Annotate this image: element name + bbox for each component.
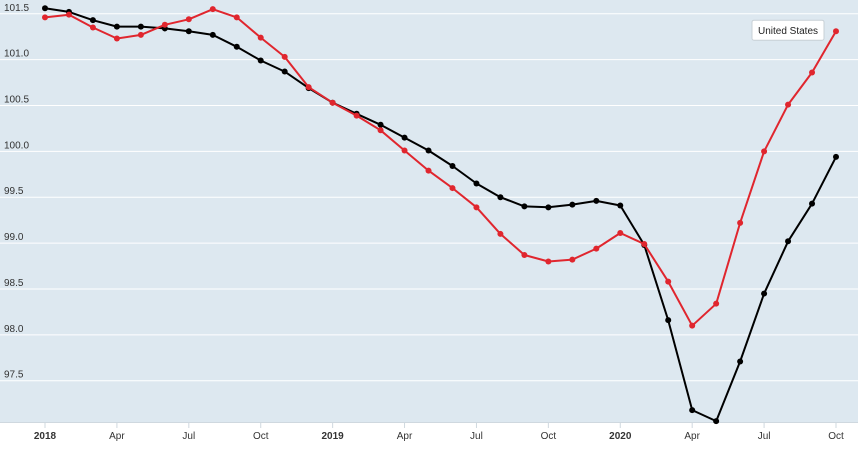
x-tick-label: 2020 (609, 431, 632, 442)
data-point[interactable] (545, 258, 552, 265)
plot-background (0, 0, 858, 422)
y-tick-label: 100.5 (4, 95, 29, 106)
data-point[interactable] (497, 194, 504, 201)
y-tick-label: 98.5 (4, 278, 24, 289)
tooltip: United States (751, 19, 825, 41)
data-point[interactable] (521, 203, 528, 210)
data-point[interactable] (281, 68, 288, 75)
x-tick-label: Jul (758, 431, 771, 442)
x-tick-label: Oct (541, 431, 557, 442)
tooltip-box (751, 19, 825, 41)
data-point[interactable] (329, 99, 336, 106)
data-point[interactable] (113, 35, 120, 42)
data-point[interactable] (42, 5, 48, 12)
y-tick-label: 101.5 (4, 3, 29, 14)
y-tick-label: 99.0 (4, 232, 24, 243)
data-point[interactable] (137, 31, 144, 38)
data-point[interactable] (713, 300, 720, 307)
data-point[interactable] (833, 28, 839, 35)
y-tick-label: 100.0 (4, 140, 29, 151)
data-point[interactable] (833, 153, 839, 160)
data-point[interactable] (761, 290, 768, 297)
data-point[interactable] (665, 317, 672, 324)
data-point[interactable] (401, 134, 408, 141)
data-point[interactable] (617, 230, 624, 237)
data-point[interactable] (785, 101, 792, 108)
data-point[interactable] (425, 147, 432, 154)
data-point[interactable] (42, 14, 48, 21)
y-tick-label: 101.0 (4, 49, 29, 60)
data-point[interactable] (257, 57, 264, 64)
data-point[interactable] (569, 201, 576, 208)
data-point[interactable] (689, 407, 696, 414)
data-point[interactable] (761, 148, 768, 155)
data-point[interactable] (185, 16, 192, 23)
data-point[interactable] (449, 163, 456, 170)
data-point[interactable] (185, 28, 192, 35)
data-point[interactable] (809, 200, 816, 207)
x-tick-label: Apr (109, 431, 125, 442)
data-point[interactable] (65, 11, 72, 18)
data-point[interactable] (113, 23, 120, 30)
data-point[interactable] (809, 69, 816, 76)
data-point[interactable] (545, 204, 552, 211)
data-point[interactable] (497, 230, 504, 237)
data-point[interactable] (593, 245, 600, 252)
data-point[interactable] (593, 197, 600, 204)
data-point[interactable] (377, 127, 384, 134)
data-point[interactable] (473, 180, 480, 187)
y-tick-label: 99.5 (4, 186, 24, 197)
data-point[interactable] (401, 147, 408, 154)
x-axis-ticks: 2018 Apr Jul Oct 2019 Apr Jul Oct 2020 Apr Jul Oct (34, 422, 844, 442)
data-point[interactable] (305, 84, 312, 91)
data-point[interactable] (449, 185, 456, 192)
data-point[interactable] (257, 34, 264, 41)
data-point[interactable] (521, 252, 528, 259)
x-tick-label: 2019 (322, 431, 345, 442)
data-point[interactable] (89, 17, 96, 24)
data-point[interactable] (353, 112, 360, 119)
data-point[interactable] (377, 121, 384, 128)
data-point[interactable] (233, 14, 240, 21)
data-point[interactable] (137, 23, 144, 30)
data-point[interactable] (209, 31, 216, 38)
x-tick-label: 2018 (34, 431, 57, 442)
data-point[interactable] (569, 256, 576, 263)
y-tick-label: 97.5 (4, 370, 24, 381)
data-point[interactable] (737, 219, 744, 226)
data-point[interactable] (737, 358, 744, 365)
data-point[interactable] (425, 167, 432, 174)
data-point[interactable] (281, 53, 288, 60)
x-tick-label: Apr (684, 431, 700, 442)
data-point[interactable] (473, 204, 480, 211)
x-tick-label: Jul (470, 431, 483, 442)
data-point[interactable] (209, 6, 216, 13)
x-tick-label: Oct (828, 431, 844, 442)
data-point[interactable] (689, 322, 696, 329)
data-point[interactable] (233, 43, 240, 50)
series-group (42, 5, 839, 425)
tooltip-label: United States (758, 26, 818, 37)
y-axis-tick-labels: 97.5 98.0 98.5 99.0 99.5 100.0 100.5 101.0 101.5 (4, 3, 29, 381)
data-point[interactable] (617, 202, 624, 209)
series-red (42, 6, 839, 329)
data-point[interactable] (713, 418, 720, 425)
y-tick-label: 98.0 (4, 324, 24, 335)
x-tick-label: Oct (253, 431, 269, 442)
series-line (44, 7, 837, 423)
x-tick-label: Jul (182, 431, 195, 442)
x-tick-label: Apr (397, 431, 413, 442)
data-point[interactable] (89, 24, 96, 31)
data-point[interactable] (665, 278, 672, 285)
data-point[interactable] (641, 241, 648, 248)
data-point[interactable] (785, 238, 792, 245)
data-point[interactable] (161, 21, 168, 28)
series-line (44, 8, 837, 327)
